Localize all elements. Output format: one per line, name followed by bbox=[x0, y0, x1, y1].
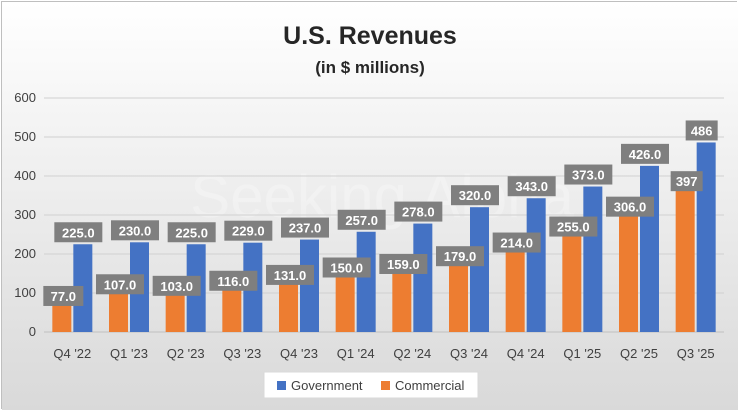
data-label-commercial-box bbox=[152, 275, 201, 296]
revenue-bar-chart: U.S. Revenues (in $ millions) Seeking Al… bbox=[2, 2, 738, 410]
data-label-commercial-box bbox=[96, 274, 144, 295]
x-tick-label: Q1 '25 bbox=[563, 346, 601, 361]
data-label-government-box bbox=[54, 222, 103, 243]
legend-label-commercial: Commercial bbox=[395, 378, 464, 393]
bar-government bbox=[413, 223, 433, 332]
legend-label-government: Government bbox=[291, 378, 363, 393]
y-tick-label: 0 bbox=[29, 324, 36, 339]
x-tick-label: Q3 '25 bbox=[677, 346, 715, 361]
y-tick-label: 500 bbox=[14, 129, 36, 144]
data-label-commercial-box bbox=[209, 270, 258, 291]
y-tick-label: 300 bbox=[14, 207, 36, 222]
bar-commercial bbox=[109, 290, 128, 332]
y-tick-label: 200 bbox=[14, 246, 36, 261]
data-label-commercial-box bbox=[266, 264, 314, 285]
chart-title: U.S. Revenues bbox=[283, 22, 457, 50]
bar-commercial bbox=[562, 232, 582, 332]
data-label-commercial: 159.0 bbox=[387, 257, 420, 272]
y-tick-label: 600 bbox=[14, 90, 36, 105]
data-label-commercial-box bbox=[43, 285, 84, 306]
data-label-government-box bbox=[111, 220, 159, 241]
x-tick-label: Q1 '23 bbox=[110, 346, 148, 361]
data-label-commercial-box bbox=[379, 253, 428, 274]
x-tick-label: Q2 '24 bbox=[393, 346, 431, 361]
bar-commercial bbox=[52, 301, 72, 332]
x-tick-label: Q4 '24 bbox=[507, 346, 545, 361]
data-label-government: 225.0 bbox=[62, 225, 95, 240]
data-label-commercial: 214.0 bbox=[500, 236, 533, 251]
data-label-government: 343.0 bbox=[515, 179, 548, 194]
data-label-government: 426.0 bbox=[629, 147, 662, 162]
bar-commercial bbox=[279, 280, 298, 332]
data-label-government: 230.0 bbox=[119, 223, 152, 238]
data-label-government-box bbox=[564, 164, 613, 185]
bar-commercial bbox=[505, 248, 525, 332]
x-tick-label: Q3 '24 bbox=[450, 346, 488, 361]
bar-commercial bbox=[619, 212, 638, 332]
data-label-government: 225.0 bbox=[175, 225, 208, 240]
bar-commercial bbox=[335, 273, 355, 332]
bar-government bbox=[356, 231, 376, 332]
data-label-government-box bbox=[621, 143, 669, 164]
bar-government bbox=[640, 165, 659, 332]
legend-swatch-government bbox=[277, 381, 286, 390]
data-label-government-box bbox=[224, 220, 273, 241]
y-tick-label: 400 bbox=[14, 168, 36, 183]
data-label-government: 486 bbox=[691, 123, 713, 138]
data-label-commercial-box bbox=[492, 232, 541, 253]
data-label-commercial-box bbox=[322, 257, 371, 278]
data-label-commercial: 150.0 bbox=[330, 261, 363, 276]
data-label-government-box bbox=[394, 201, 443, 222]
data-label-commercial: 103.0 bbox=[160, 279, 193, 294]
legend-swatch-commercial bbox=[381, 381, 390, 390]
data-label-commercial-box bbox=[670, 171, 703, 192]
data-label-government: 237.0 bbox=[289, 221, 322, 236]
data-label-commercial: 397 bbox=[676, 174, 698, 189]
data-label-government: 229.0 bbox=[232, 224, 265, 239]
data-label-government-box bbox=[451, 185, 499, 206]
bar-commercial bbox=[392, 269, 412, 332]
x-tick-label: Q4 '22 bbox=[53, 346, 91, 361]
data-label-government-box bbox=[337, 209, 386, 230]
data-label-commercial-box bbox=[436, 246, 484, 267]
data-label-commercial-box bbox=[549, 216, 598, 237]
x-tick-label: Q2 '25 bbox=[620, 346, 658, 361]
data-label-commercial-box bbox=[606, 196, 654, 217]
x-tick-label: Q1 '24 bbox=[337, 346, 375, 361]
bar-commercial bbox=[449, 262, 468, 332]
y-tick-label: 100 bbox=[14, 285, 36, 300]
bar-commercial bbox=[675, 177, 695, 332]
chart-subtitle: (in $ millions) bbox=[315, 58, 425, 77]
data-label-commercial: 77.0 bbox=[51, 289, 76, 304]
x-tick-label: Q4 '23 bbox=[280, 346, 318, 361]
bar-commercial bbox=[222, 286, 242, 332]
bar-government bbox=[583, 186, 603, 332]
data-label-commercial: 306.0 bbox=[614, 200, 647, 215]
data-label-commercial: 116.0 bbox=[217, 274, 249, 289]
data-label-commercial: 131.0 bbox=[274, 268, 307, 283]
data-label-commercial: 255.0 bbox=[557, 220, 590, 235]
bar-government bbox=[300, 239, 319, 332]
bar-government bbox=[470, 207, 489, 332]
bar-government bbox=[526, 198, 546, 332]
chart-legend: Government Commercial bbox=[263, 371, 479, 399]
data-label-commercial: 107.0 bbox=[104, 277, 137, 292]
data-label-government-box bbox=[685, 120, 718, 141]
x-tick-label: Q3 '23 bbox=[223, 346, 261, 361]
x-tick-label: Q2 '23 bbox=[167, 346, 205, 361]
data-label-government-box bbox=[507, 176, 556, 197]
data-label-government: 278.0 bbox=[402, 205, 435, 220]
data-label-commercial: 179.0 bbox=[444, 249, 477, 264]
data-label-government-box bbox=[281, 217, 329, 238]
bar-government bbox=[696, 142, 716, 332]
data-label-government: 320.0 bbox=[459, 188, 492, 203]
data-label-government: 257.0 bbox=[345, 213, 378, 228]
bar-commercial bbox=[165, 291, 185, 332]
legend-box bbox=[263, 371, 479, 399]
data-label-government: 373.0 bbox=[572, 168, 605, 183]
data-label-government-box bbox=[167, 222, 216, 243]
